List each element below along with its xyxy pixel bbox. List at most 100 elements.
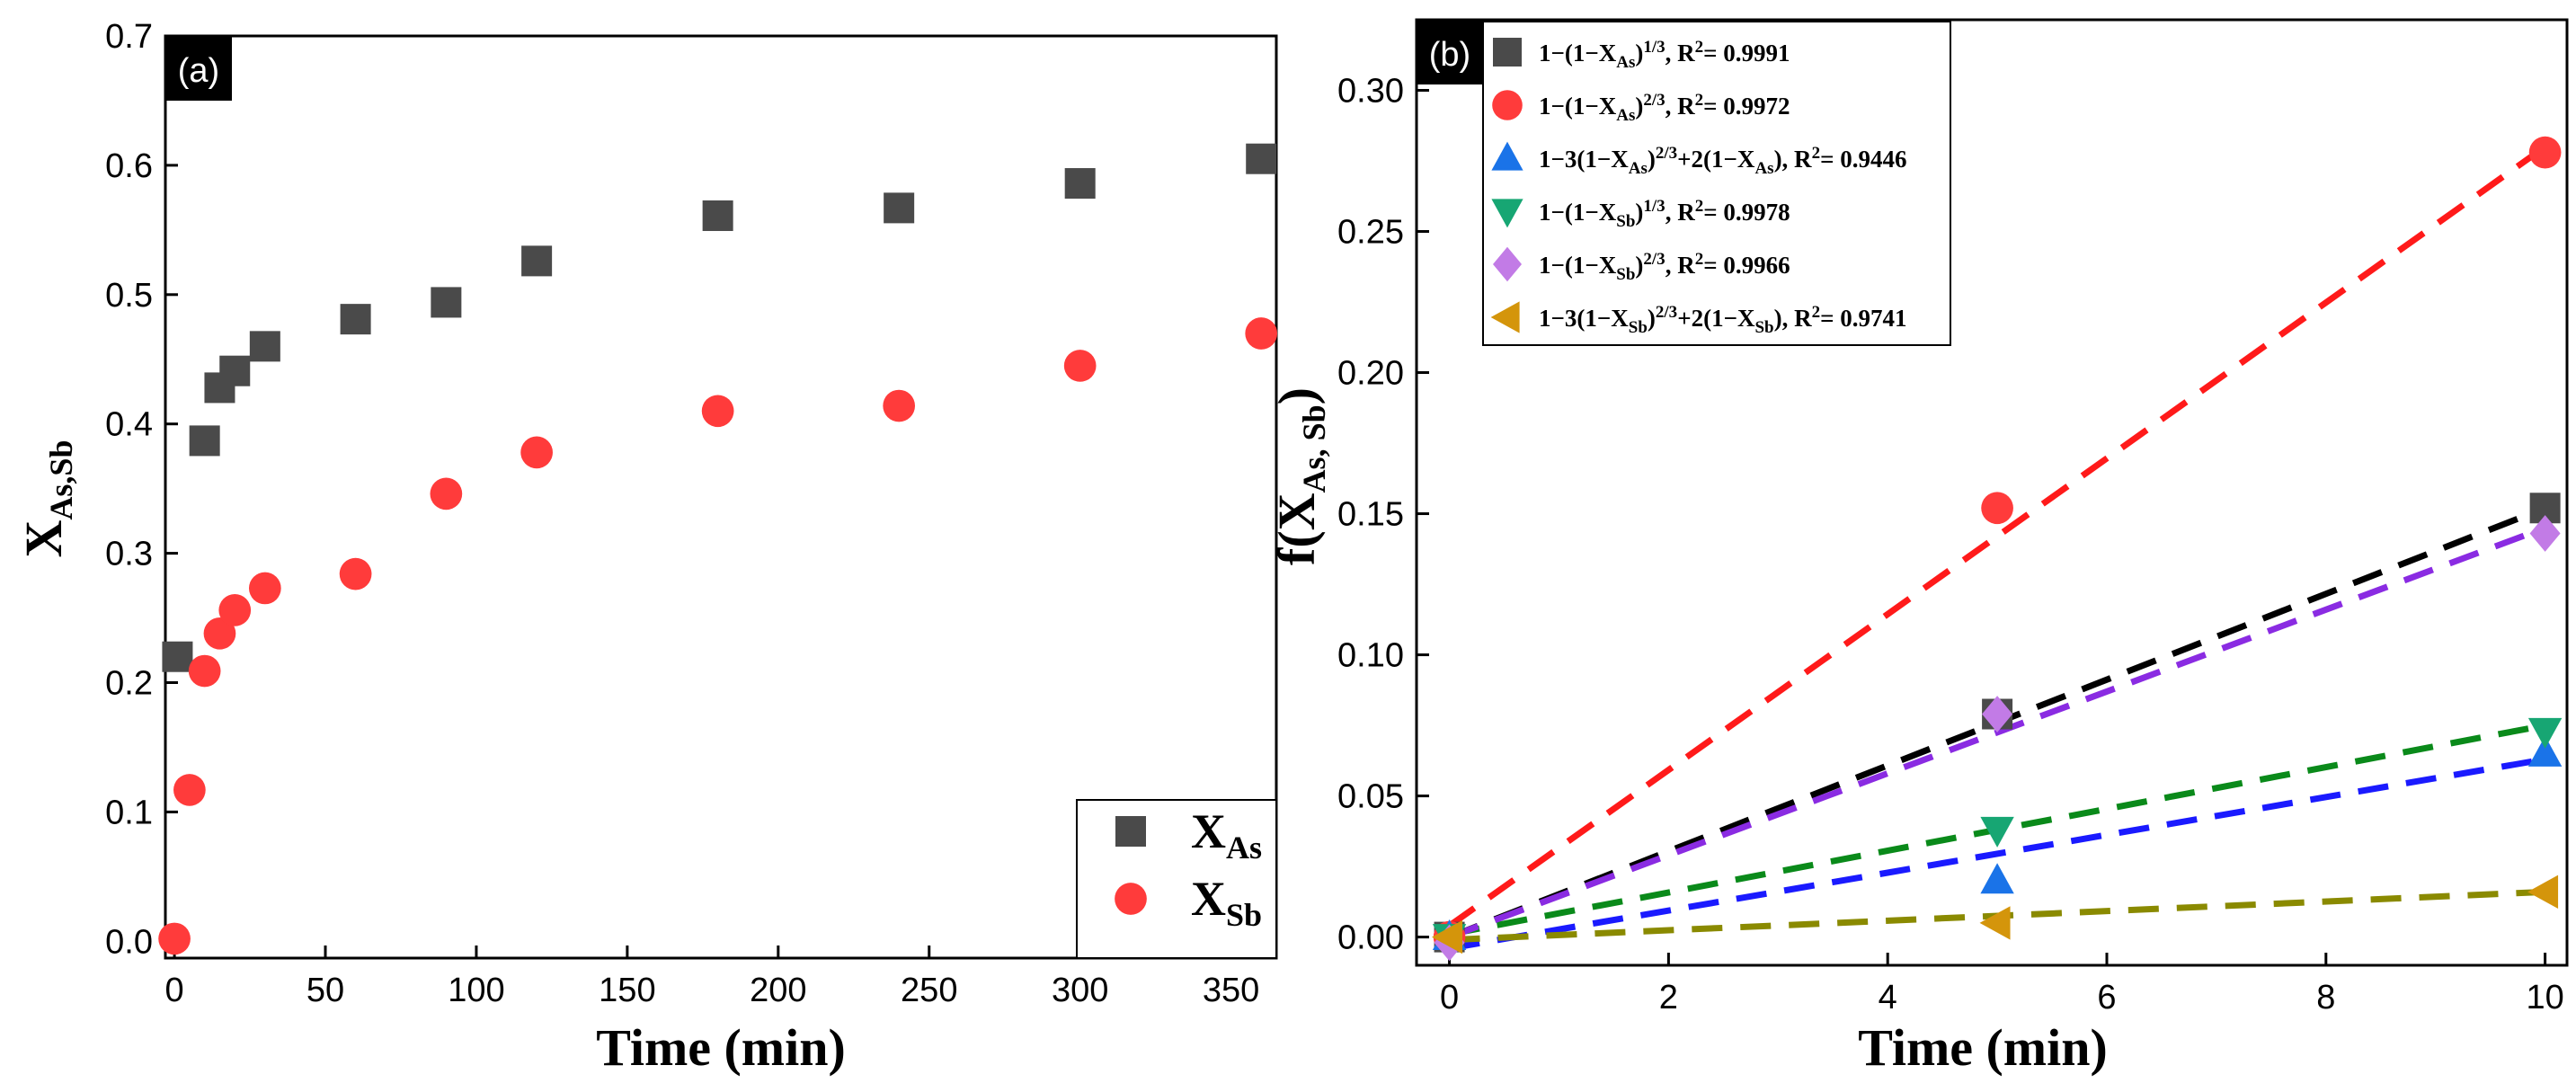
x-tick-label: 2 xyxy=(1659,979,1678,1017)
x-tick-label: 10 xyxy=(2526,979,2563,1017)
legend-marker-series-2 xyxy=(1492,90,1523,120)
data-point-series-6 xyxy=(2527,874,2559,910)
data-point-sb xyxy=(218,594,252,626)
panel-b-y-axis-title-post: ) xyxy=(1267,387,1326,404)
legend-label-as: XAs xyxy=(1191,804,1262,866)
legend-marker-series-5 xyxy=(1493,246,1522,282)
x-tick-label: 8 xyxy=(2316,979,2335,1017)
x-tick-label: 0 xyxy=(1440,979,1459,1017)
panel-b-y-axis-title-sub: As, Sb xyxy=(1296,404,1332,493)
x-tick-label: 100 xyxy=(448,972,504,1009)
panel-a-y-axis-title-base: X xyxy=(14,519,73,557)
data-point-series-4 xyxy=(2527,717,2563,749)
x-tick-label: 6 xyxy=(2097,979,2116,1017)
legend-marker-series-3 xyxy=(1491,141,1523,171)
x-tick-label: 50 xyxy=(306,972,344,1009)
x-tick-label: 300 xyxy=(1052,972,1108,1009)
panel-b: 0.00 0.05 0.10 0.15 0.20 0.25 0.30 0 2 4 6 8 10 (b)… xyxy=(1267,18,2569,1077)
x-tick-label: 250 xyxy=(901,972,957,1009)
panel-a-data-points xyxy=(158,143,1278,955)
data-point-sb xyxy=(1063,350,1097,382)
panel-b-legend-box xyxy=(1482,21,1951,346)
data-point-as xyxy=(189,425,220,457)
data-point-sb xyxy=(883,389,916,422)
panel-a-x-axis-title: Time (min) xyxy=(596,1018,846,1077)
data-point-as xyxy=(249,331,280,362)
panel-b-data-points xyxy=(1432,136,2563,962)
y-tick-label: 0.7 xyxy=(105,18,153,56)
data-point-sb xyxy=(173,774,206,806)
panel-a-tag: (a) xyxy=(178,52,219,90)
data-point-as xyxy=(884,192,915,224)
y-tick-label: 0.0 xyxy=(105,923,153,961)
panel-b-tag-box xyxy=(1417,20,1483,84)
data-point-series-3 xyxy=(2527,735,2563,767)
data-point-as xyxy=(521,245,553,277)
y-tick-label: 0.4 xyxy=(105,406,153,444)
y-tick-label: 0.05 xyxy=(1337,778,1404,816)
panel-a: 0.0 0.1 0.2 0.3 0.4 0.5 0.6 0.7 0 50 100 150 200 250… xyxy=(14,18,1278,1077)
y-tick-label: 0.25 xyxy=(1337,214,1404,252)
data-point-series-5 xyxy=(1982,696,2013,732)
data-point-as xyxy=(162,641,193,672)
data-point-sb xyxy=(430,477,463,510)
panel-b-x-ticks: 0 2 4 6 8 10 xyxy=(1440,953,2564,1017)
panel-b-plot-frame xyxy=(1415,18,2569,967)
x-tick-label: 200 xyxy=(750,972,806,1009)
y-tick-label: 0.00 xyxy=(1337,919,1404,957)
data-point-as xyxy=(219,355,251,386)
panel-a-y-axis-title: XAs,Sb xyxy=(14,440,79,558)
data-point-as xyxy=(431,287,462,318)
y-tick-label: 0.20 xyxy=(1337,355,1404,393)
data-point-series-6 xyxy=(1432,919,1463,954)
legend-label-series-2: 1−(1−XAs)2/3, R2= 0.9972 xyxy=(1539,91,1790,125)
legend-label-series-5: 1−(1−XSb)2/3, R2= 0.9966 xyxy=(1539,250,1790,284)
legend-label-series-3: 1−3(1−XAs)2/3+2(1−XAs), R2= 0.9446 xyxy=(1539,144,1906,178)
data-point-series-4 xyxy=(1980,816,2014,848)
panel-b-y-ticks: 0.00 0.05 0.10 0.15 0.20 0.25 0.30 xyxy=(1337,73,1429,957)
data-point-sb xyxy=(188,654,221,688)
y-tick-label: 0.6 xyxy=(105,147,153,185)
panel-b-x-axis-title: Time (min) xyxy=(1858,1018,2108,1077)
legend-marker-series-4 xyxy=(1491,199,1523,228)
panel-b-legend: 1−(1−XAs)1/3, R2= 0.9991 1−(1−XAs)2/3, R2… xyxy=(1482,21,1951,346)
y-tick-label: 0.10 xyxy=(1337,637,1404,675)
legend-marker-sb xyxy=(1115,883,1147,915)
data-point-sb xyxy=(520,436,553,469)
data-point-sb xyxy=(248,572,281,605)
y-tick-label: 0.5 xyxy=(105,277,153,315)
x-tick-label: 350 xyxy=(1203,972,1259,1009)
panel-b-y-axis-title-pre: f(X xyxy=(1267,493,1326,565)
x-tick-label: 4 xyxy=(1879,979,1897,1017)
legend-marker-series-6 xyxy=(1490,301,1520,333)
panel-b-y-axis-title: f(XAs, Sb) xyxy=(1267,387,1332,565)
data-point-sb xyxy=(701,395,734,428)
x-tick-label: 150 xyxy=(599,972,655,1009)
panel-a-x-ticks: 0 50 100 150 200 250 300 350 xyxy=(165,946,1259,1009)
y-tick-label: 0.2 xyxy=(105,664,153,702)
legend-label-series-6: 1−3(1−XSb)2/3+2(1−XSb), R2= 0.9741 xyxy=(1539,303,1906,337)
data-point-as xyxy=(340,304,371,335)
legend-marker-as xyxy=(1115,816,1146,847)
data-point-series-6 xyxy=(1979,906,2011,940)
y-tick-label: 0.3 xyxy=(105,536,153,573)
data-point-as xyxy=(702,200,733,232)
panel-a-y-ticks: 0.0 0.1 0.2 0.3 0.4 0.5 0.6 0.7 xyxy=(105,18,178,961)
y-tick-label: 0.30 xyxy=(1337,73,1404,111)
fit-line-3 xyxy=(1448,756,2546,952)
legend-marker-series-1 xyxy=(1493,38,1522,67)
data-point-as xyxy=(1064,168,1096,200)
panel-a-tag-box xyxy=(165,36,232,101)
data-point-as xyxy=(1246,143,1277,174)
data-point-sb xyxy=(203,617,236,650)
panel-a-y-axis-title-sub: As,Sb xyxy=(43,440,79,520)
data-point-sb xyxy=(158,922,191,955)
legend-label-sb: XSb xyxy=(1191,872,1262,933)
data-point-sb xyxy=(339,557,372,590)
legend-label-series-1: 1−(1−XAs)1/3, R2= 0.9991 xyxy=(1539,38,1790,72)
data-point-series-3 xyxy=(1980,863,2014,894)
y-tick-label: 0.1 xyxy=(105,794,153,831)
x-tick-label: 0 xyxy=(165,972,184,1009)
